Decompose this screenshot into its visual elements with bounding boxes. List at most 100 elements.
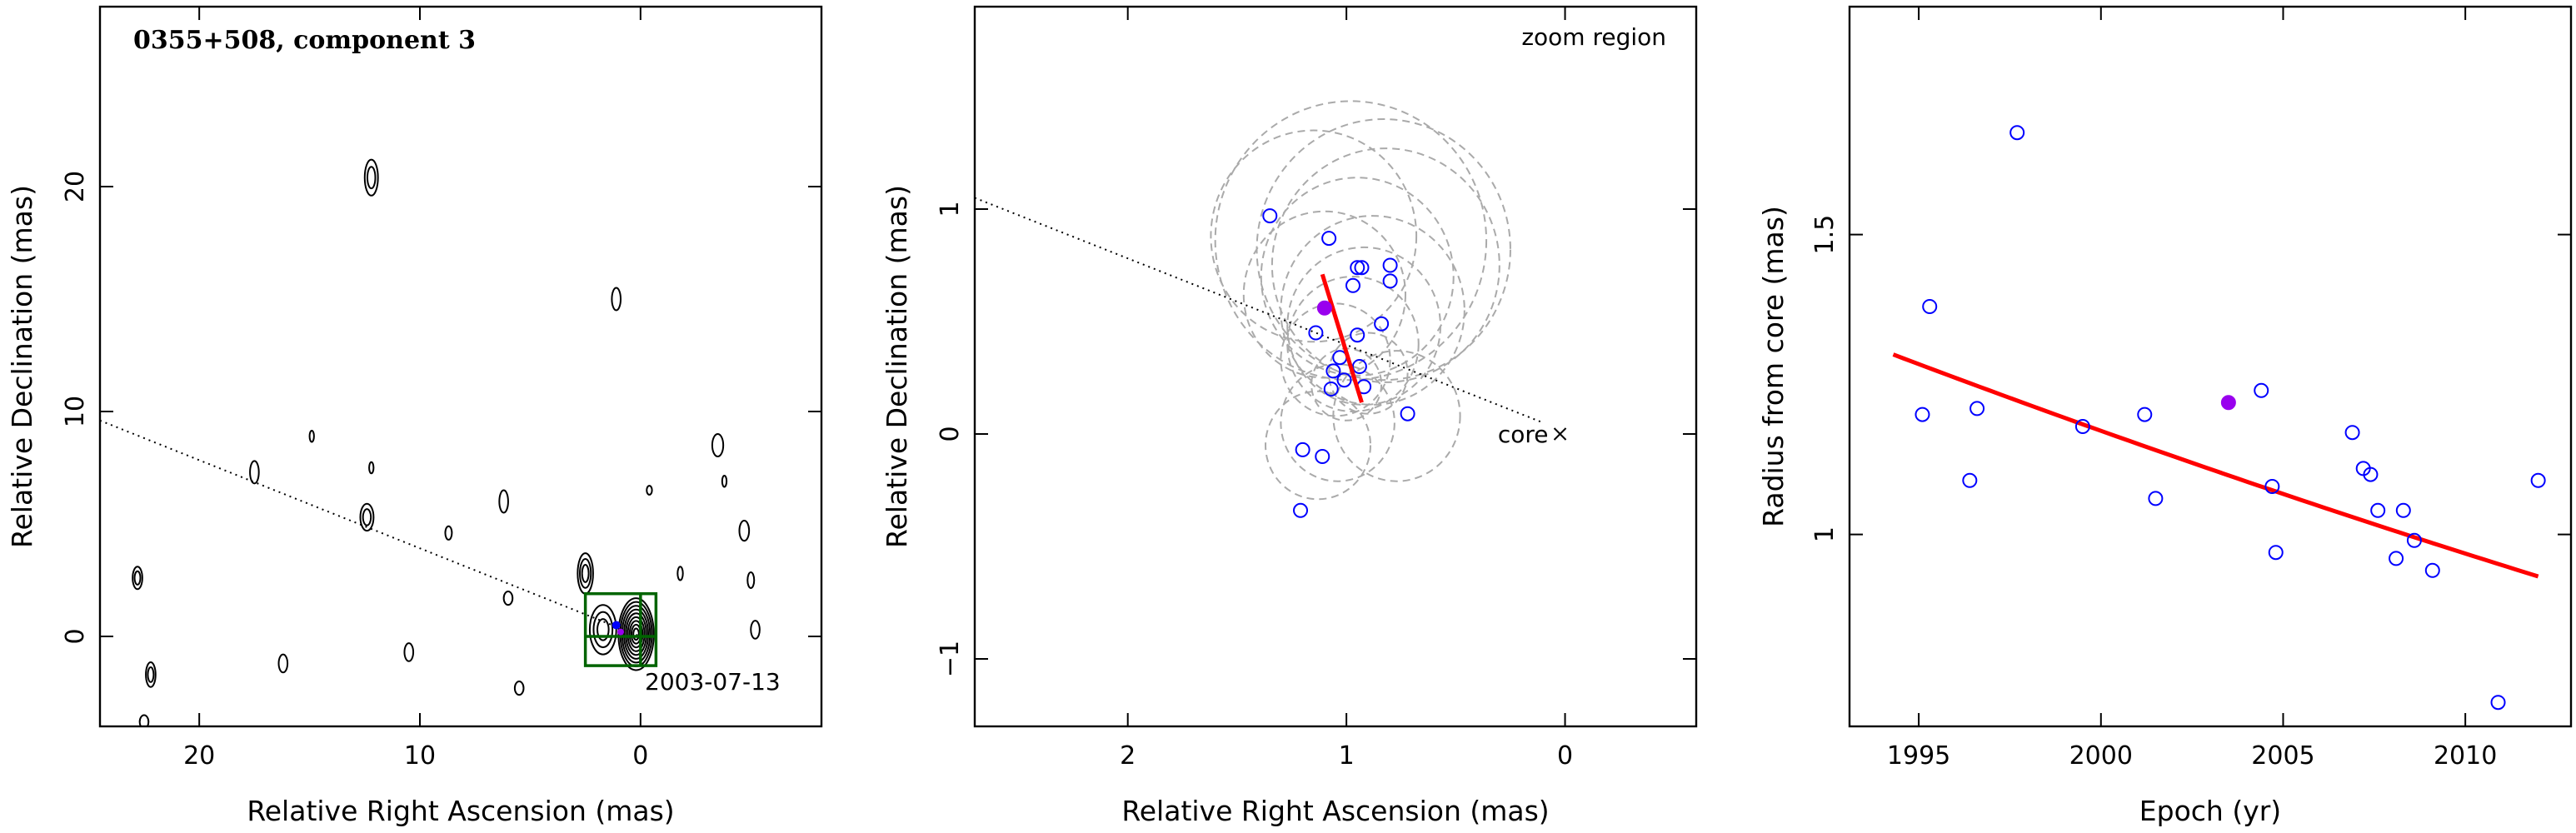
- highlighted-component: [1316, 300, 1332, 316]
- contour-level: [249, 460, 260, 485]
- component-size-ring: [1332, 350, 1461, 482]
- radius-epoch-x-tick-label: 2000: [2069, 741, 2133, 771]
- contour-level: [145, 661, 157, 688]
- component-size-ring: [1328, 332, 1409, 415]
- radius-point: [2395, 502, 2411, 518]
- contour-map-ticks: 20 10 0 0 10 20: [61, 7, 821, 771]
- zoom-region-y-tick-label: −1: [936, 641, 965, 677]
- radius-epoch-x-tick-label: 2005: [2251, 741, 2314, 771]
- zoom-region-ticks: 2 1 0 −1 0 1: [936, 7, 1696, 771]
- contour-map-y-tick-label: 20: [61, 171, 90, 202]
- contour-level: [403, 642, 415, 662]
- radius-point: [2370, 502, 2386, 518]
- contour-level: [363, 158, 379, 197]
- contour-map-x-tick-label: 10: [404, 741, 436, 771]
- zoom-region-x-tick-label: 0: [1557, 741, 1573, 771]
- radius-epoch-x-tick-label: 2010: [2434, 741, 2497, 771]
- radius-point: [2363, 466, 2379, 482]
- radius-point: [2530, 472, 2546, 488]
- contour-level: [277, 653, 289, 674]
- radius-point: [1922, 299, 1938, 314]
- epoch-annotation: 2003-07-13: [645, 668, 781, 696]
- radius-point: [2344, 425, 2360, 441]
- contour-level: [588, 604, 617, 656]
- contour-level: [619, 601, 653, 667]
- contour-level: [133, 570, 142, 586]
- contour-level: [646, 485, 653, 496]
- contour-level: [147, 666, 155, 683]
- contour-level: [597, 618, 610, 641]
- contour-level: [444, 525, 453, 541]
- radius-epoch-y-tick-label: 1: [1810, 526, 1840, 542]
- radius-epoch-frame: [1848, 5, 2573, 728]
- radius-point: [2254, 382, 2269, 398]
- contour-level: [628, 620, 644, 649]
- radius-point: [1915, 407, 1930, 422]
- contour-level: [368, 461, 375, 475]
- component-position: [1321, 231, 1337, 247]
- panel-zoom-region: 2 1 0 −1 0 1 zoom region core Relative Right …: [881, 5, 1698, 827]
- component-position: [1345, 277, 1360, 293]
- component-position: [1325, 363, 1341, 379]
- component-size-ring: [1280, 363, 1395, 482]
- contour-level: [750, 620, 761, 640]
- panel-contour-map: 20 10 0 0 10 20 0355+508, component 3 2003-07…: [6, 5, 823, 827]
- zoom-region-x-tick-label: 1: [1339, 741, 1355, 771]
- component-size-ring: [1210, 129, 1418, 343]
- component-position: [1323, 382, 1339, 397]
- radius-point: [2009, 125, 2025, 141]
- component-position: [1374, 316, 1390, 332]
- contour-map-y-tick-label: 10: [61, 396, 90, 427]
- contour-map-y-label: Relative Declination (mas): [6, 185, 38, 548]
- contour-map-frame: [98, 5, 823, 728]
- radius-point: [2424, 562, 2440, 578]
- position-angle-line: [975, 197, 1544, 424]
- radius-point: [1969, 401, 1985, 416]
- contour-level: [721, 474, 728, 488]
- component-position: [1295, 441, 1310, 457]
- contour-map-marks: [100, 158, 761, 726]
- component-marker: [617, 628, 625, 636]
- contour-level: [711, 433, 725, 457]
- zoom-region-x-label: Relative Right Ascension (mas): [1121, 795, 1549, 827]
- radius-point: [2389, 551, 2404, 566]
- component-size-ring: [1242, 210, 1406, 379]
- contour-level: [502, 591, 514, 606]
- contour-level: [579, 558, 592, 589]
- contour-level: [592, 611, 614, 649]
- contour-level: [498, 489, 509, 514]
- contour-map-title: 0355+508, component 3: [133, 26, 476, 55]
- contour-level: [359, 502, 375, 532]
- radius-epoch-y-label: Radius from core (mas): [1757, 206, 1790, 527]
- contour-map-y-tick-label: 0: [61, 628, 90, 644]
- component-position: [1262, 208, 1278, 224]
- contour-level: [611, 287, 622, 312]
- zoom-box: [583, 591, 658, 667]
- radius-epoch-marks: [1892, 125, 2546, 711]
- radius-point: [2074, 419, 2090, 434]
- component-size-ring: [1260, 177, 1455, 377]
- component-position: [1382, 257, 1398, 273]
- contour-level: [362, 508, 372, 526]
- contour-level: [132, 566, 143, 591]
- component-position: [1351, 359, 1367, 374]
- contour-level: [308, 429, 315, 443]
- position-angle-line: [100, 419, 642, 637]
- contour-level: [676, 566, 684, 581]
- radius-point: [2148, 491, 2164, 506]
- component-size-ring: [1271, 147, 1500, 383]
- highlighted-radius-point: [2220, 395, 2236, 411]
- component-position: [1293, 502, 1309, 518]
- contour-level: [581, 563, 590, 583]
- component-position: [1350, 327, 1365, 343]
- zoom-region-frame: [973, 5, 1698, 728]
- panel-radius-vs-epoch: 1995 2000 2005 2010 1 1.5 Epoch (yr) Radius f…: [1757, 5, 2573, 827]
- radius-fit-curve: [1892, 352, 2539, 579]
- contour-map-x-tick-label: 20: [183, 741, 215, 771]
- radius-point: [2490, 695, 2506, 711]
- component-size-ring: [1265, 390, 1371, 501]
- component-position: [1400, 406, 1415, 421]
- contour-map-x-label: Relative Right Ascension (mas): [247, 795, 674, 827]
- radius-epoch-x-tick-label: 1995: [1887, 741, 1950, 771]
- contour-map-x-tick-label: 0: [632, 741, 648, 771]
